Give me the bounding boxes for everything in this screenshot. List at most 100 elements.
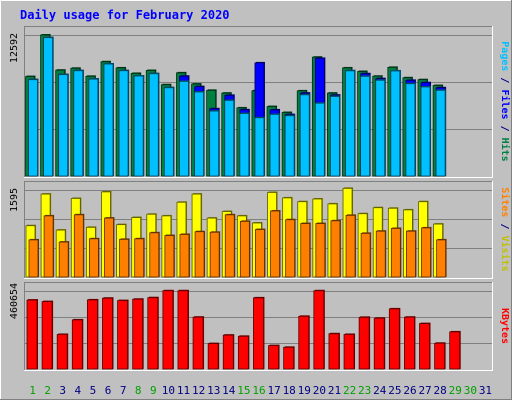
bar-kbytes — [162, 290, 174, 370]
side-legend: Pages / Files / Hits — [499, 41, 511, 161]
bar-kbytes — [373, 317, 385, 370]
side-legend-part: Sites — [499, 187, 511, 217]
x-axis: 1 2 3 4 5 6 7 8 9 10 11 12 13 14 15 16 17 18 19 20 21 22 23 24 2… — [29, 384, 492, 397]
bar-kbytes — [237, 335, 249, 370]
bar-kbytes — [449, 331, 461, 370]
bar-sites — [345, 214, 356, 278]
bar-pages — [163, 87, 174, 177]
y-max-label: 460654 — [9, 283, 20, 319]
bar-kbytes — [26, 299, 38, 370]
bar-sites — [224, 214, 235, 278]
bar-sites — [164, 235, 175, 278]
day-label: 18 — [283, 384, 296, 397]
bar-sites — [194, 231, 205, 278]
bar-sites — [28, 239, 39, 278]
bar-pages — [224, 100, 235, 177]
day-label: 29 — [449, 384, 462, 397]
side-legend-part: Files — [499, 89, 511, 119]
bar-kbytes — [268, 345, 279, 370]
day-label: 21 — [328, 384, 341, 397]
side-legend-part: / — [499, 217, 510, 235]
day-label: 27 — [418, 384, 431, 397]
bar-pages — [239, 113, 250, 177]
bar-sites — [390, 228, 401, 278]
y-max-label: 12592 — [9, 33, 20, 63]
bar-kbytes — [86, 299, 98, 370]
bar-sites — [360, 232, 371, 278]
side-legend-part: KBytes — [499, 308, 510, 344]
bar-pages — [43, 37, 53, 177]
bar-pages — [58, 74, 69, 177]
day-label: 26 — [403, 384, 416, 397]
bar-kbytes — [222, 334, 234, 370]
bar-kbytes — [207, 343, 219, 370]
day-label: 24 — [373, 384, 387, 397]
day-label: 22 — [343, 384, 356, 397]
bar-pages — [209, 110, 220, 177]
side-legend-part: Pages — [499, 41, 510, 71]
day-label: 7 — [120, 384, 127, 397]
bar-pages — [435, 89, 446, 177]
bar-pages — [254, 117, 265, 177]
bar-pages — [73, 70, 84, 177]
bar-kbytes — [192, 316, 204, 370]
bar-sites — [134, 238, 145, 278]
day-label: 12 — [192, 384, 205, 397]
day-label: 1 — [29, 384, 36, 397]
bar-kbytes — [328, 333, 340, 370]
day-label: 31 — [479, 384, 492, 397]
bar-pages — [179, 80, 189, 177]
bar-sites — [73, 214, 84, 278]
side-legend-part: Hits — [499, 138, 511, 162]
series-kbytes — [26, 289, 461, 370]
bar-kbytes — [404, 316, 415, 370]
series-sites — [28, 210, 447, 278]
day-label: 14 — [222, 384, 236, 397]
day-label: 2 — [44, 384, 51, 397]
panel-kbytes: 460654 KBytes — [9, 282, 510, 371]
bar-kbytes — [132, 298, 144, 370]
bar-sites — [300, 223, 311, 278]
side-legend-part: / — [499, 71, 510, 89]
bar-kbytes — [419, 323, 430, 370]
bar-kbytes — [434, 342, 446, 370]
panel-visits-sites: 1595 Sites / Visits — [9, 181, 511, 279]
series-pages — [28, 36, 447, 177]
day-label: 3 — [59, 384, 66, 397]
bar-sites — [88, 238, 99, 278]
side-legend: Sites / Visits — [499, 187, 511, 271]
bar-kbytes — [388, 308, 400, 370]
bar-kbytes — [253, 297, 264, 370]
bar-kbytes — [147, 297, 159, 370]
bar-sites — [421, 227, 431, 278]
bar-pages — [148, 73, 159, 177]
bar-sites — [406, 230, 416, 278]
bar-pages — [375, 79, 386, 177]
bar-pages — [360, 75, 371, 177]
bar-kbytes — [102, 297, 113, 370]
bar-pages — [314, 102, 325, 177]
day-label: 8 — [135, 384, 142, 397]
bar-sites — [315, 223, 326, 278]
bar-kbytes — [343, 334, 355, 370]
bar-kbytes — [177, 290, 189, 370]
y-max-label: 1595 — [9, 188, 20, 212]
bar-pages — [284, 115, 295, 177]
bar-pages — [269, 114, 280, 177]
day-label: 23 — [358, 384, 371, 397]
bar-pages — [118, 70, 129, 177]
bar-pages — [194, 91, 204, 177]
day-label: 30 — [464, 384, 477, 397]
bar-sites — [285, 219, 296, 278]
bar-pages — [345, 70, 355, 177]
day-label: 19 — [298, 384, 311, 397]
day-label: 9 — [150, 384, 157, 397]
bar-sites — [149, 232, 160, 278]
bar-sites — [239, 220, 250, 278]
day-label: 15 — [237, 384, 250, 397]
day-label: 13 — [207, 384, 220, 397]
bar-sites — [43, 215, 54, 278]
bar-kbytes — [71, 319, 83, 370]
